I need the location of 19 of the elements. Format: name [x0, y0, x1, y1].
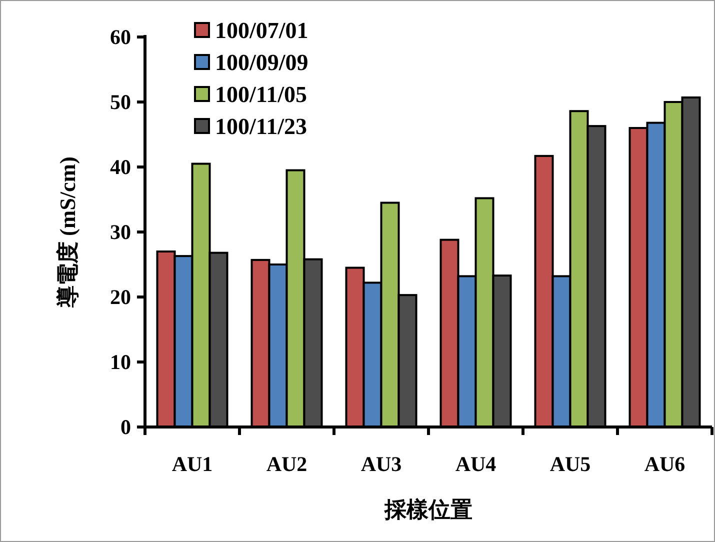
y-tick-label: 50	[110, 90, 131, 114]
legend-label: 100/11/05	[215, 82, 308, 107]
legend-label: 100/09/09	[215, 50, 308, 75]
y-tick-label: 30	[110, 220, 131, 244]
legend-label: 100/11/23	[215, 114, 308, 139]
x-tick-label: AU3	[360, 452, 402, 476]
legend-label: 100/07/01	[215, 18, 308, 43]
y-tick-label: 10	[110, 350, 131, 374]
y-tick-label: 20	[110, 285, 131, 309]
x-tick-label: AU5	[550, 452, 591, 476]
x-tick-label: AU6	[644, 452, 686, 476]
y-tick-label: 40	[110, 155, 131, 179]
x-axis-title: 採樣位置	[384, 497, 472, 522]
x-tick-label: AU1	[172, 452, 213, 476]
y-tick-label: 60	[110, 25, 131, 49]
x-tick-label: AU4	[455, 452, 497, 476]
y-tick-label: 0	[120, 415, 131, 439]
x-tick-label: AU2	[266, 452, 308, 476]
y-axis-title: 導電度 (mS/cm)	[55, 156, 80, 308]
